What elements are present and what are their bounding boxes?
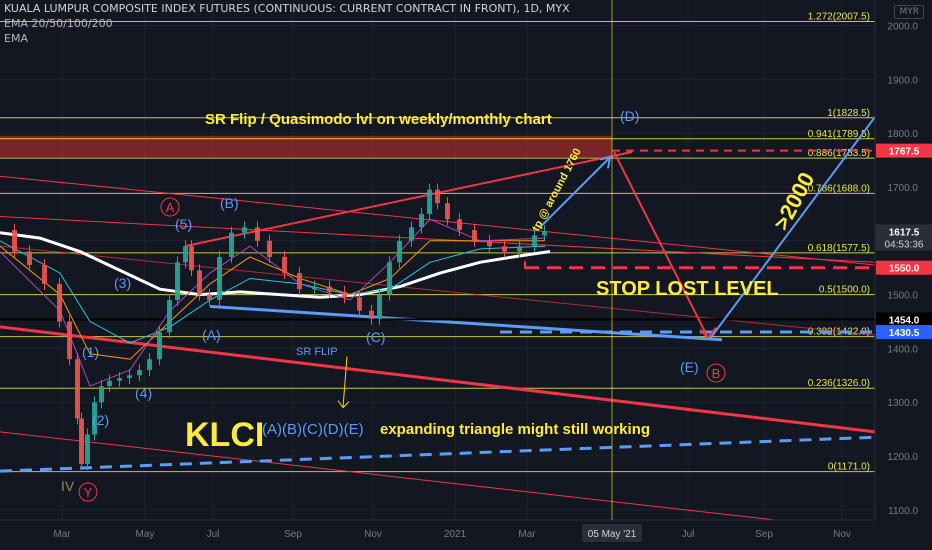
fib-label: 0.618(1577.5) (808, 243, 870, 254)
price-axis-bg (875, 0, 932, 550)
price-tick-label: 1300.0 (887, 398, 918, 409)
stop-lost-label: STOP LOST LEVEL (596, 278, 779, 300)
wave-label: (2) (92, 412, 109, 428)
price-tick-label: 1400.0 (887, 344, 918, 355)
wave-label: (4) (135, 385, 152, 401)
price-tick-label: 1100.0 (888, 506, 918, 517)
projection-down-to-E (613, 151, 709, 339)
fib-label: 0.886(1753.5) (808, 148, 870, 159)
wave-label: (A) (202, 327, 221, 343)
blue-dashed-support (0, 435, 876, 473)
ema-legend[interactable]: EMA 20/50/100/200 (4, 17, 113, 30)
klci-label: KLCI (185, 416, 264, 454)
arrowhead (699, 327, 717, 340)
time-tick-label: Nov (833, 529, 851, 540)
wave-iv-label: IV (61, 478, 75, 494)
arrowhead (337, 400, 350, 409)
price-tag (876, 260, 932, 275)
ema-100-line (0, 240, 546, 344)
price-tag-label: 1454.0 (889, 315, 920, 326)
price-tick-label: 1200.0 (887, 452, 918, 463)
price-tag (876, 224, 932, 251)
resistance-zone (0, 135, 612, 158)
price-tag (876, 143, 932, 158)
price-tag (876, 325, 932, 340)
sr-flip-title: SR Flip / Quasimodo lvl on weekly/monthl… (205, 111, 552, 128)
wave-circle-label: Y (84, 485, 93, 500)
fib-levels: 1.272(2007.5) 1(1828.5) 0.941(1789.5) 0.886… (0, 11, 875, 473)
bottom-red-trendline (0, 431, 876, 532)
sr-flip-label: SR FLIP (296, 346, 338, 358)
mid-red-trendline (0, 175, 876, 266)
wave-label: (3) (114, 275, 131, 291)
upper-red-trendline (0, 216, 876, 263)
ema-legend-2[interactable]: EMA (4, 32, 28, 45)
wave-circle-label: A (166, 200, 175, 215)
wave-circle (706, 363, 726, 383)
wave-label: (E) (680, 359, 699, 375)
price-tick-label: 2000.0 (887, 22, 918, 33)
triangle-letters: (A)(B)(C)(D)(E) (262, 421, 364, 438)
fib-label: 0.5(1500.0) (819, 285, 870, 296)
wave-label: (1) (82, 344, 99, 360)
fib-label: 1(1828.5) (827, 108, 870, 119)
time-tick-label: May (136, 529, 155, 540)
fib-label: 0.941(1789.5) (808, 129, 870, 140)
fib-label: 1.272(2007.5) (808, 11, 870, 22)
price-tag-label: 1550.0 (889, 264, 920, 275)
wave-label: (B) (220, 195, 239, 211)
time-tick-label: 2021 (444, 529, 467, 540)
currency-badge: MYR (894, 5, 924, 19)
time-tick-label: Jul (682, 529, 695, 540)
projection-lines (337, 116, 876, 409)
date-highlight (582, 524, 642, 542)
wave-circle-label: B (712, 366, 721, 381)
price-tick-label: 1800.0 (887, 129, 918, 140)
time-tick-label: Mar (518, 529, 536, 540)
fib-label: 0.236(1326.0) (808, 378, 870, 389)
sr-flip-arrow (342, 356, 348, 408)
time-tick-label: Jul (207, 529, 220, 540)
trendlines (0, 149, 876, 532)
price-tag-sub: 04:53:36 (885, 239, 924, 250)
time-tick-label: Sep (284, 529, 302, 540)
wave-label: (D) (620, 108, 639, 124)
fib-label: 0.786(1688.0) (808, 183, 870, 194)
triangle-lower-line (209, 304, 723, 342)
ema-200-line (0, 231, 551, 299)
triangle-text: expanding triangle might still working (380, 421, 650, 438)
price-tag-label: 1767.5 (889, 147, 920, 158)
price-tick-label: 1900.0 (887, 75, 918, 86)
time-tick-label: 05 May '21 (588, 529, 637, 540)
wave-circle (160, 197, 180, 217)
fib-label: 0.382(1422.0) (808, 327, 870, 338)
wave-label: (C) (366, 329, 385, 345)
projection-up-to-2000 (709, 116, 876, 340)
price-tick-label: 1700.0 (887, 183, 918, 194)
price-tick-label: 1500.0 (887, 291, 918, 302)
projection-up-to-tp (539, 156, 611, 229)
wave-circle (78, 482, 98, 502)
time-tick-label: Mar (53, 529, 71, 540)
ema-50-line (0, 240, 545, 360)
price-tag (876, 312, 932, 327)
time-tick-label: Nov (364, 529, 382, 540)
chart-title: KUALA LUMPUR COMPOSITE INDEX FUTURES (CO… (4, 2, 570, 15)
time-axis-bg (0, 520, 932, 550)
price-axis[interactable]: 1100.01200.01300.01400.01500.01600.01700… (874, 0, 932, 550)
price-tag-label: 1617.5 (889, 227, 920, 238)
fib-label: 0(1171.0) (828, 462, 870, 473)
time-tick-label: Sep (755, 529, 773, 540)
arrowhead (599, 156, 612, 169)
price-tag-label: 1430.5 (889, 328, 920, 339)
price-candles (12, 183, 547, 471)
wave-label: (5) (175, 216, 192, 232)
